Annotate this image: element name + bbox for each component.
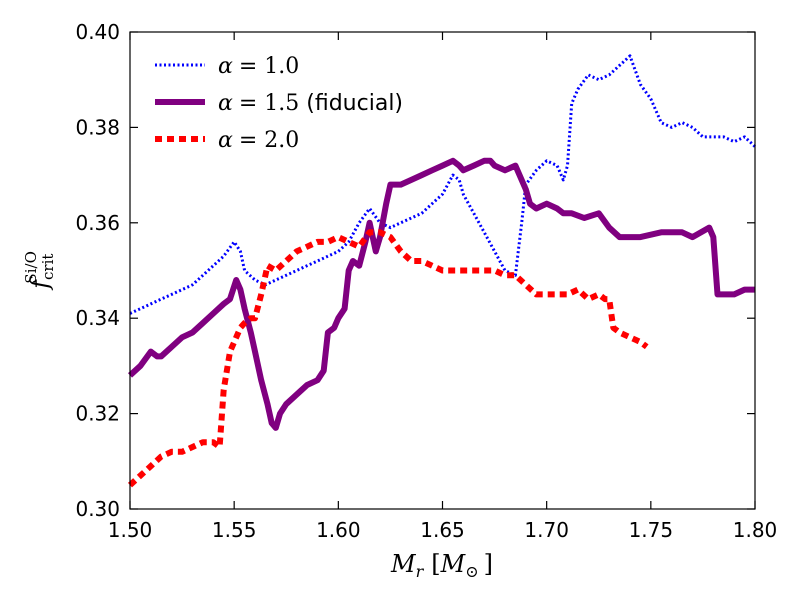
y-axis-superscript: Si/O (22, 251, 40, 283)
x-tick-label: 1.50 (108, 518, 153, 542)
series-line-1 (127, 157, 755, 431)
ticks-layer: 1.50 1.55 1.60 1.65 1.70 1.75 1.80 0.30 0.32 0.34… (75, 20, 777, 542)
legend-alpha-value: = 1.5 (239, 91, 299, 116)
x-axis-unit-subscript: ⊙ (465, 562, 478, 581)
y-tick-label: 0.38 (75, 115, 120, 139)
x-axis-unit-close: ] (484, 550, 493, 578)
y-tick-label: 0.32 (75, 402, 120, 426)
y-tick-label: 0.36 (75, 211, 120, 235)
x-axis-symbol: M (390, 550, 417, 578)
legend: α = 1.0 α = 1.5 (fiducial) α = 2.0 (155, 54, 403, 153)
legend-alpha-value: = 1.0 (239, 54, 299, 79)
y-tick-label: 0.40 (75, 20, 120, 44)
x-axis-label: Mr [M⊙] (390, 550, 493, 581)
x-tick-label: 1.65 (420, 518, 465, 542)
y-tick-label: 0.34 (75, 306, 120, 330)
y-axis-label: fcritSi/O (22, 251, 57, 291)
y-axis-subscript: crit (39, 254, 57, 280)
x-tick-label: 1.60 (316, 518, 361, 542)
x-axis-subscript: r (416, 562, 425, 581)
x-axis-unit-open: [ (431, 550, 440, 578)
y-tick-label: 0.30 (75, 497, 120, 521)
legend-label-alpha-1-5: α = 1.5 (fiducial) (218, 91, 403, 116)
legend-label-alpha-1-0: α = 1.0 (218, 54, 299, 79)
x-tick-label: 1.55 (212, 518, 257, 542)
legend-alpha-symbol: α (218, 54, 233, 79)
legend-fiducial-note: (fiducial) (299, 91, 403, 116)
series-line-2 (127, 229, 649, 488)
x-tick-label: 1.75 (629, 518, 674, 542)
x-tick-label: 1.80 (733, 518, 778, 542)
legend-alpha-symbol: α (218, 128, 233, 153)
legend-alpha-symbol: α (218, 91, 233, 116)
series-layer (127, 54, 757, 488)
x-axis-unit-symbol: M (440, 550, 467, 578)
legend-alpha-value: = 2.0 (239, 128, 299, 153)
legend-label-alpha-2-0: α = 2.0 (218, 128, 299, 153)
x-tick-label: 1.70 (524, 518, 569, 542)
